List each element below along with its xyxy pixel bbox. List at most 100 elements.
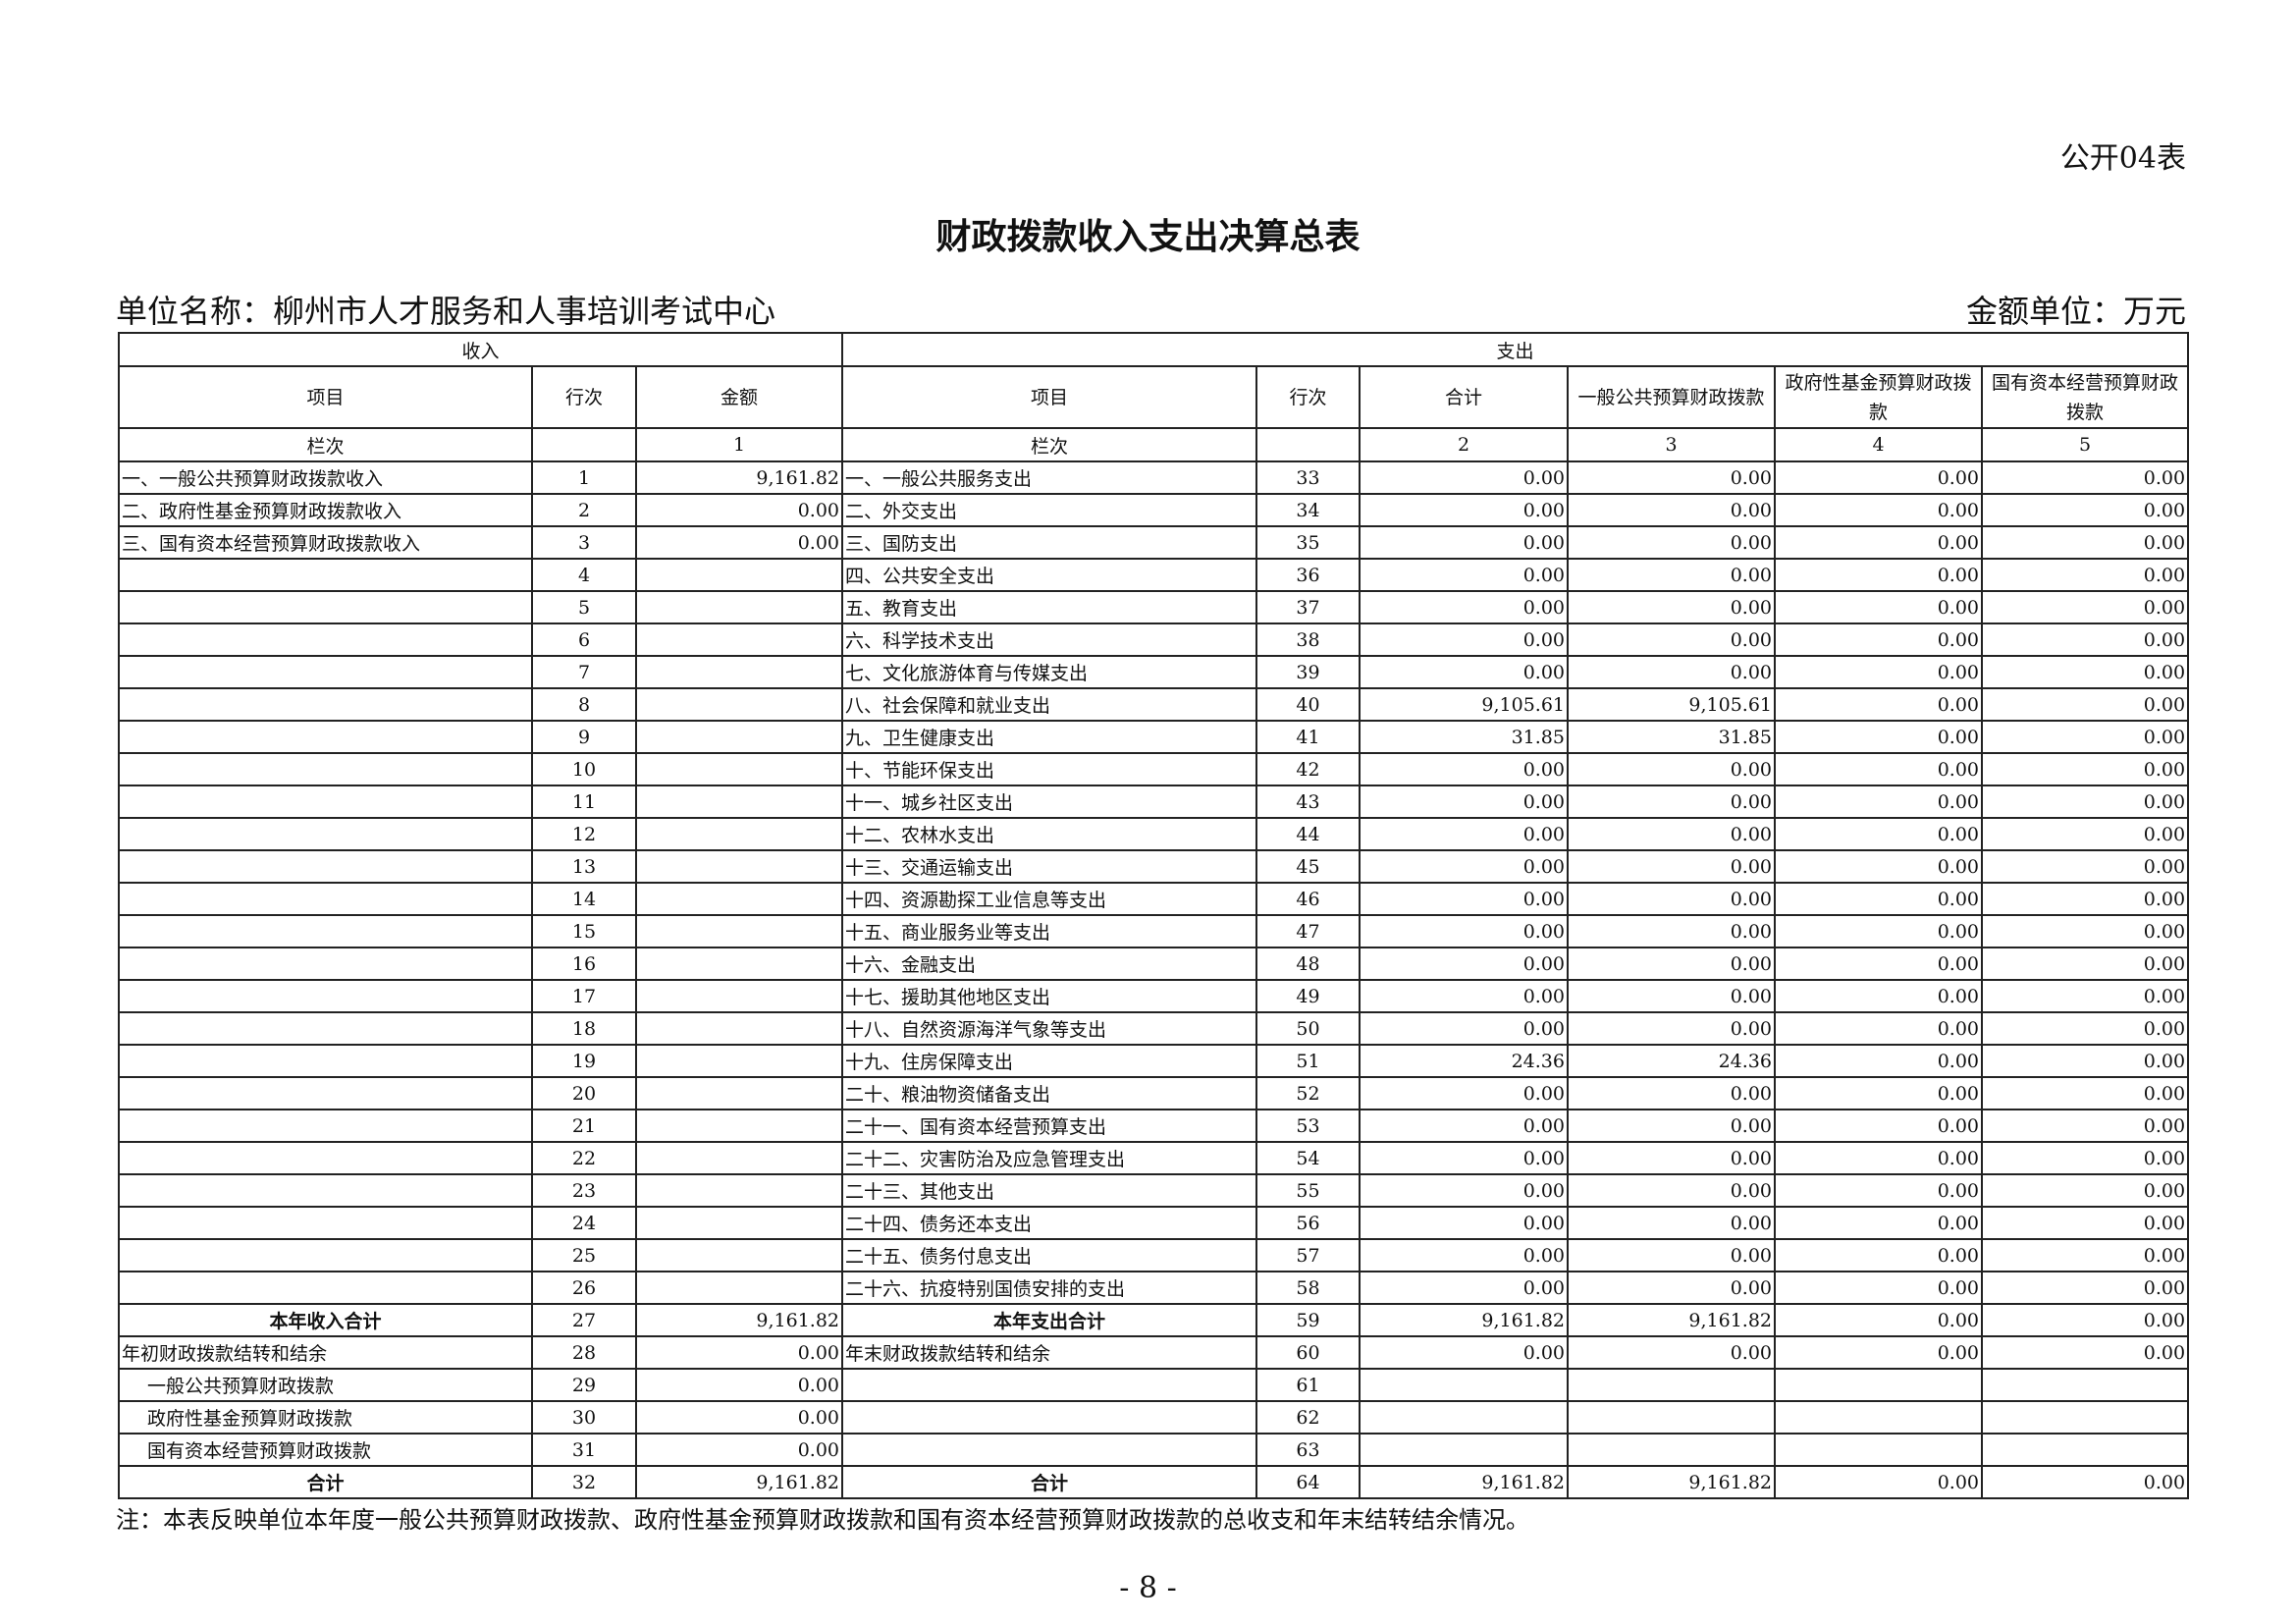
expense-item: 二十五、债务付息支出 [841, 1238, 1257, 1272]
income-amount [635, 1238, 843, 1272]
general-budget-amount: 0.00 [1567, 1238, 1776, 1272]
expense-item: 二十一、国有资本经营预算支出 [841, 1109, 1257, 1143]
general-budget-amount: 24.36 [1567, 1044, 1776, 1078]
expense-total: 0.00 [1359, 1011, 1569, 1046]
state-capital-amount: 0.00 [1980, 493, 2190, 527]
expense-item: 九、卫生健康支出 [841, 720, 1257, 754]
income-item [118, 914, 533, 948]
state-capital-amount: 0.00 [1980, 1303, 2190, 1337]
income-item: 合计 [118, 1465, 533, 1499]
expense-line: 41 [1255, 720, 1361, 754]
state-capital-amount [1980, 1433, 2190, 1467]
table-row: 14 十四、资源勘探工业信息等支出 46 0.00 0.00 0.00 0.00 [118, 882, 2190, 916]
income-amount [635, 914, 843, 948]
income-item: 国有资本经营预算财政拨款 [118, 1433, 533, 1467]
state-capital-amount: 0.00 [1980, 979, 2190, 1013]
income-amount [635, 882, 843, 916]
income-amount: 0.00 [635, 493, 843, 527]
form-number: 公开04表 [2059, 141, 2186, 176]
table-row: 二、政府性基金预算财政拨款收入 2 0.00 二、外交支出 34 0.00 0.00 0.00… [118, 493, 2190, 527]
gov-fund-amount: 0.00 [1774, 1044, 1983, 1078]
expense-item: 六、科学技术支出 [841, 623, 1257, 657]
income-item [118, 720, 533, 754]
general-budget-amount [1567, 1433, 1776, 1467]
expense-total: 9,161.82 [1359, 1303, 1569, 1337]
expense-total: 0.00 [1359, 1271, 1569, 1305]
income-item [118, 687, 533, 722]
general-budget-amount: 0.00 [1567, 979, 1776, 1013]
expense-item: 本年支出合计 [841, 1303, 1257, 1337]
general-budget-amount: 0.00 [1567, 1206, 1776, 1240]
income-line: 21 [531, 1109, 637, 1143]
state-capital-amount: 0.00 [1980, 947, 2190, 981]
expense-item: 五、教育支出 [841, 590, 1257, 624]
expense-item: 十一、城乡社区支出 [841, 785, 1257, 819]
expense-section-header: 支出 [840, 332, 2190, 367]
gov-fund-amount: 0.00 [1774, 1465, 1983, 1499]
table-row: 4 四、公共安全支出 36 0.00 0.00 0.00 0.00 [118, 558, 2190, 592]
table-row: 16 十六、金融支出 48 0.00 0.00 0.00 0.00 [118, 947, 2190, 981]
income-line: 29 [531, 1368, 637, 1402]
income-item [118, 1141, 533, 1175]
income-line: 31 [531, 1433, 637, 1467]
gov-fund-amount: 0.00 [1774, 493, 1983, 527]
expense-item: 十、节能环保支出 [841, 752, 1257, 786]
state-capital-amount [1980, 1400, 2190, 1435]
income-line: 5 [531, 590, 637, 624]
income-line: 22 [531, 1141, 637, 1175]
income-amount [635, 720, 843, 754]
income-item [118, 623, 533, 657]
general-budget-amount: 0.00 [1567, 882, 1776, 916]
gov-fund-amount [1774, 1433, 1983, 1467]
income-amount [635, 1271, 843, 1305]
expense-item: 二十、粮油物资储备支出 [841, 1076, 1257, 1110]
expense-total: 0.00 [1359, 1173, 1569, 1208]
expense-line: 64 [1255, 1465, 1361, 1499]
col-header-gov-fund: 政府性基金预算财政拨款 [1774, 365, 1983, 429]
state-capital-amount [1980, 1368, 2190, 1402]
income-item [118, 1109, 533, 1143]
expense-line: 50 [1255, 1011, 1361, 1046]
col-index [1255, 427, 1361, 462]
income-item: 一、一般公共预算财政拨款收入 [118, 460, 533, 495]
income-item: 一般公共预算财政拨款 [118, 1368, 533, 1402]
expense-line: 55 [1255, 1173, 1361, 1208]
general-budget-amount: 0.00 [1567, 1173, 1776, 1208]
income-amount [635, 752, 843, 786]
expense-item: 八、社会保障和就业支出 [841, 687, 1257, 722]
col-header-income-item: 项目 [118, 365, 533, 429]
state-capital-amount: 0.00 [1980, 720, 2190, 754]
income-line: 3 [531, 525, 637, 560]
general-budget-amount: 0.00 [1567, 590, 1776, 624]
state-capital-amount: 0.00 [1980, 590, 2190, 624]
income-line: 4 [531, 558, 637, 592]
section-header-row: 收入 支出 [118, 332, 2190, 367]
expense-line: 53 [1255, 1109, 1361, 1143]
gov-fund-amount: 0.00 [1774, 1173, 1983, 1208]
expense-total: 0.00 [1359, 817, 1569, 851]
state-capital-amount: 0.00 [1980, 1076, 2190, 1110]
gov-fund-amount: 0.00 [1774, 1271, 1983, 1305]
col-index [531, 427, 637, 462]
state-capital-amount: 0.00 [1980, 1238, 2190, 1272]
expense-total: 0.00 [1359, 1109, 1569, 1143]
table-row: 三、国有资本经营预算财政拨款收入 3 0.00 三、国防支出 35 0.00 0.00 0.0… [118, 525, 2190, 560]
income-item: 本年收入合计 [118, 1303, 533, 1337]
expense-line: 51 [1255, 1044, 1361, 1078]
expense-line: 48 [1255, 947, 1361, 981]
income-amount: 0.00 [635, 1368, 843, 1402]
expense-total [1359, 1433, 1569, 1467]
expense-item: 三、国防支出 [841, 525, 1257, 560]
expense-item: 十三、交通运输支出 [841, 849, 1257, 884]
state-capital-amount: 0.00 [1980, 752, 2190, 786]
gov-fund-amount: 0.00 [1774, 1206, 1983, 1240]
state-capital-amount: 0.00 [1980, 558, 2190, 592]
income-item [118, 785, 533, 819]
general-budget-amount: 0.00 [1567, 947, 1776, 981]
table-row: 22 二十二、灾害防治及应急管理支出 54 0.00 0.00 0.00 0.00 [118, 1141, 2190, 1175]
expense-total: 0.00 [1359, 752, 1569, 786]
expense-line: 38 [1255, 623, 1361, 657]
table-row: 年初财政拨款结转和结余 28 0.00 年末财政拨款结转和结余 60 0.00 0.00 0.… [118, 1335, 2190, 1370]
general-budget-amount: 0.00 [1567, 849, 1776, 884]
state-capital-amount: 0.00 [1980, 1271, 2190, 1305]
